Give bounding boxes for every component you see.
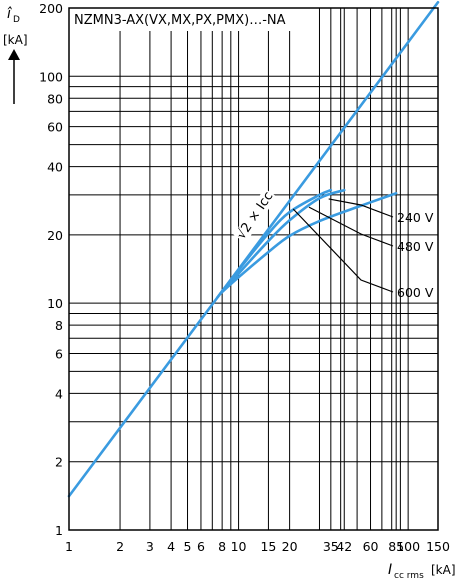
series-line-2-icc	[67, 0, 440, 498]
series-line-480-v	[218, 188, 346, 296]
x-tick-label: 100	[396, 539, 420, 554]
y-tick-label: 60	[47, 120, 63, 135]
x-axis-subscript: cc rms	[394, 571, 424, 580]
x-tick-label: 1	[65, 539, 73, 554]
leader-240v	[328, 198, 394, 218]
y-tick-label: 80	[47, 91, 63, 106]
label-240v: 240 V	[397, 210, 434, 225]
series-group	[67, 0, 440, 498]
leader-600v	[292, 208, 394, 293]
x-tick-label: 3	[146, 539, 154, 554]
x-tick-label: 5	[184, 539, 192, 554]
x-tick-label: 15	[260, 539, 276, 554]
x-tick-label: 6	[197, 539, 205, 554]
x-axis-unit: [kA]	[431, 563, 456, 577]
y-tick-label: 20	[47, 228, 63, 243]
leader-480v	[308, 206, 394, 247]
y-axis-symbol: î	[7, 6, 12, 22]
x-tick-label: 4	[167, 539, 175, 554]
x-tick-label: 42	[336, 539, 352, 554]
grid	[68, 7, 439, 531]
chart-title: NZMN3-AX(VX,MX,PX,PMX)…-NA	[74, 13, 286, 28]
y-tick-label: 2	[55, 455, 63, 470]
y-tick-label: 4	[55, 386, 63, 401]
sqrt2-label-backing	[233, 188, 277, 244]
x-tick-label: 85	[388, 539, 404, 554]
title-box	[69, 8, 298, 31]
y-tick-label: 8	[55, 318, 63, 333]
label-600v: 600 V	[397, 285, 434, 300]
x-tick-label: 8	[218, 539, 226, 554]
y-tick-label: 6	[55, 346, 63, 361]
y-tick-label: 200	[39, 1, 63, 16]
x-tick-label: 150	[426, 539, 450, 554]
series-line-240-v	[216, 188, 333, 299]
x-axis-symbol: I	[388, 562, 392, 578]
y-tick-label: 40	[47, 160, 63, 175]
y-tick-label: 1	[55, 523, 63, 538]
plot-frame	[68, 7, 439, 531]
y-axis-subscript: D	[13, 15, 20, 25]
x-tick-label: 2	[116, 539, 124, 554]
leader-lines	[292, 198, 394, 293]
y-tick-label: 10	[47, 296, 63, 311]
x-tick-label: 10	[231, 539, 247, 554]
series-line-600-v	[220, 191, 398, 294]
y-axis-unit: [kA]	[3, 33, 28, 47]
y-axis-arrow-head	[8, 49, 20, 60]
x-tick-label: 35	[323, 539, 339, 554]
label-480v: 480 V	[397, 239, 434, 254]
x-tick-label: 60	[363, 539, 379, 554]
y-tick-label: 100	[39, 69, 63, 84]
x-tick-label: 20	[282, 539, 298, 554]
